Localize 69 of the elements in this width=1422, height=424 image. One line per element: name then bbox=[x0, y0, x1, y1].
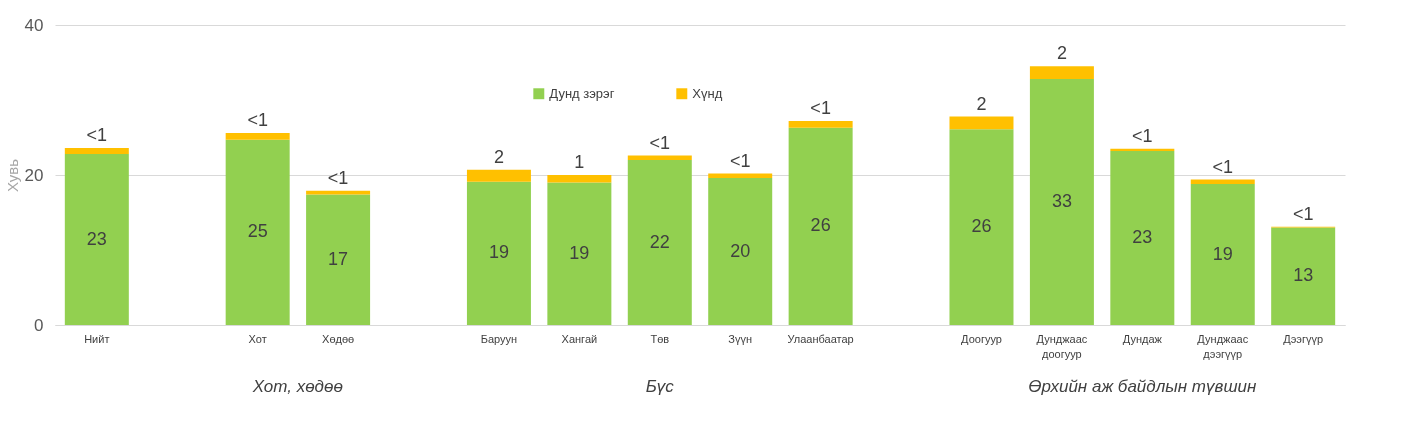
legend-label: Хүнд bbox=[692, 85, 723, 101]
x-tick-label: Төв bbox=[650, 332, 670, 345]
x-tick-label: Улаанбаатар bbox=[787, 332, 854, 345]
x-tick-label: Дунджаас дээгүүр bbox=[1197, 332, 1249, 360]
text: Өрхийн аж байдлын түвшин bbox=[1028, 377, 1257, 396]
data-label: 17 bbox=[328, 248, 349, 269]
y-tick-label: 20 bbox=[24, 165, 44, 185]
data-label: <1 bbox=[247, 110, 268, 130]
data-label: 23 bbox=[86, 228, 107, 249]
data-label: <1 bbox=[1292, 203, 1314, 224]
data-label: 26 bbox=[810, 215, 831, 236]
y-tick-label: 0 bbox=[34, 315, 44, 335]
bar bbox=[1190, 184, 1255, 325]
x-tick-label: Дээгүүр bbox=[1283, 332, 1324, 345]
bar bbox=[949, 116, 1014, 130]
data-label: <1 bbox=[649, 132, 671, 153]
data-label: 33 bbox=[1051, 191, 1072, 211]
data-label: 25 bbox=[247, 221, 268, 242]
legend-label: Дунд зэрэг bbox=[549, 85, 615, 101]
data-label: 2 bbox=[493, 146, 504, 167]
text: Хот, хөдөө bbox=[251, 377, 343, 396]
data-label: 19 bbox=[488, 242, 509, 263]
data-label: 19 bbox=[1212, 243, 1233, 264]
x-tick-label: Дунджаас доогуур bbox=[1036, 332, 1088, 360]
bar bbox=[466, 169, 531, 182]
data-label: 1 bbox=[574, 152, 585, 172]
data-label: <1 bbox=[1132, 125, 1153, 146]
bar bbox=[225, 133, 290, 140]
x-tick-label: Хот bbox=[248, 332, 267, 345]
data-label: 20 bbox=[730, 240, 751, 261]
data-label: 2 bbox=[1056, 43, 1067, 64]
bar bbox=[627, 160, 692, 325]
bar bbox=[306, 194, 371, 325]
data-label: 23 bbox=[1132, 227, 1153, 247]
data-label: 13 bbox=[1293, 265, 1314, 286]
data-label: <1 bbox=[1212, 156, 1234, 177]
x-tick-label: Баруун bbox=[480, 332, 518, 345]
bar bbox=[547, 182, 612, 325]
x-tick-label: Доогуур bbox=[961, 332, 1002, 345]
x-tick-label: Хөдөө bbox=[322, 332, 355, 345]
bar bbox=[225, 139, 290, 325]
data-label: 26 bbox=[971, 216, 992, 237]
bar bbox=[1029, 79, 1094, 325]
data-label: <1 bbox=[327, 167, 349, 188]
data-label: 22 bbox=[649, 231, 670, 252]
bar bbox=[547, 175, 612, 183]
data-label: 2 bbox=[976, 93, 987, 114]
x-tick-label: Дундаж bbox=[1122, 332, 1163, 345]
bar bbox=[788, 121, 853, 128]
x-tick-label: Нийт bbox=[84, 332, 110, 345]
data-label: <1 bbox=[810, 98, 831, 118]
data-label: <1 bbox=[86, 125, 108, 145]
bar bbox=[1029, 66, 1094, 79]
text: Бүс bbox=[645, 377, 675, 396]
y-axis-title: Хувь bbox=[3, 158, 21, 192]
y-tick-label: 40 bbox=[24, 15, 44, 35]
bar bbox=[1110, 151, 1175, 325]
bar bbox=[64, 148, 129, 154]
bar bbox=[1271, 227, 1336, 325]
bar bbox=[949, 129, 1014, 325]
bar bbox=[64, 154, 129, 325]
x-tick-label: Зүүн bbox=[728, 332, 753, 345]
bar bbox=[466, 181, 531, 325]
bar bbox=[708, 178, 773, 325]
data-label: <1 bbox=[729, 150, 751, 171]
data-label: 19 bbox=[569, 242, 590, 263]
bar bbox=[788, 127, 853, 325]
bar bbox=[306, 190, 371, 195]
x-tick-label: Хангай bbox=[561, 332, 598, 345]
